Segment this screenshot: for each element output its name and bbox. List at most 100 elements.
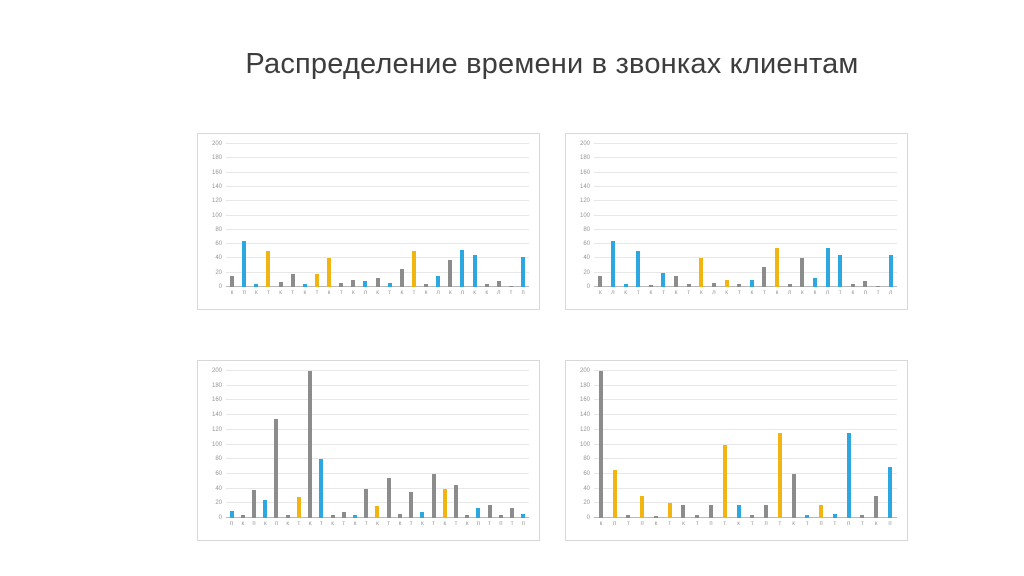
bar-chart-bottom-left: 0 20 40 60 80 100 120 140 160 180 200 п к п к п к т к т к т к т… (197, 360, 540, 541)
bar-slot (745, 371, 759, 518)
gridline (226, 472, 529, 474)
bar (750, 515, 755, 518)
bar (876, 285, 881, 287)
bar (674, 275, 679, 287)
bar-slot (632, 144, 645, 287)
bar-slot (456, 144, 468, 287)
y-tick-label: 60 (215, 241, 222, 248)
x-tick-label: п (521, 290, 525, 296)
gridline (594, 472, 897, 474)
x-tick-label: к (725, 290, 728, 296)
x-tick-label: л (436, 290, 440, 296)
gridline (594, 271, 897, 273)
gridline (594, 414, 897, 416)
x-tick-label: к (449, 290, 452, 296)
bar (363, 281, 368, 287)
bar (800, 258, 805, 287)
bar (850, 284, 855, 287)
bar (874, 495, 879, 518)
bar-slot (316, 371, 327, 518)
bar (364, 488, 369, 518)
gridline (226, 257, 529, 259)
y-tick-label: 60 (583, 470, 590, 477)
x-tick-label: к (331, 521, 334, 527)
x-tick-label: т (388, 290, 392, 296)
gridline (226, 428, 529, 430)
x-tick-label: к (624, 290, 627, 296)
y-tick-label: 140 (579, 183, 590, 190)
bar-slot (783, 144, 796, 287)
bar (661, 272, 666, 287)
x-tick-label: к (851, 290, 855, 296)
y-tick-label: 160 (211, 397, 222, 404)
x-tick-label: т (737, 290, 741, 296)
gridline (226, 243, 529, 245)
y-tick-label: 180 (579, 155, 590, 162)
x-tick-label: т (695, 521, 699, 527)
bar (274, 418, 279, 518)
bar-slot (787, 371, 801, 518)
bar-slot (432, 144, 444, 287)
bar (598, 371, 603, 518)
bar (296, 497, 301, 518)
x-tick-label: п (764, 521, 768, 527)
y-tick-label: 100 (579, 212, 590, 219)
bar-slot (518, 371, 529, 518)
bar-slot (869, 371, 883, 518)
bar-slot (248, 371, 259, 518)
bar-slot (323, 144, 335, 287)
bar-slot (372, 144, 384, 287)
bar-slot (821, 144, 834, 287)
bar (812, 278, 817, 287)
bar (510, 507, 515, 518)
bar (476, 507, 481, 518)
bar (424, 284, 429, 287)
x-tick-label: к (649, 290, 653, 296)
bar (775, 247, 780, 287)
bar (805, 515, 810, 518)
bar-slot (733, 144, 746, 287)
bar (667, 503, 672, 518)
y-tick-label: 140 (211, 183, 222, 190)
bar (819, 504, 824, 518)
y-tick-label: 0 (586, 284, 590, 290)
bar-slot (495, 371, 506, 518)
x-tick-label: п (242, 290, 246, 296)
bar-slot (663, 371, 677, 518)
x-tick-label: к (398, 521, 402, 527)
bar (341, 512, 346, 518)
bar-slot (682, 144, 695, 287)
x-tick-label: т (838, 290, 842, 296)
bar (598, 276, 603, 287)
x-tick-label: к (874, 521, 878, 527)
bar (787, 284, 792, 287)
gridline (594, 171, 897, 173)
x-tick-label: т (627, 521, 630, 527)
bar-slot (282, 371, 293, 518)
bar (431, 473, 436, 518)
bar-slot (450, 371, 461, 518)
bar-slot (645, 144, 658, 287)
bar (832, 513, 837, 518)
bar (254, 284, 259, 287)
gridline (226, 487, 529, 489)
y-tick-label: 200 (211, 368, 222, 374)
chart-plot-area: 0 20 40 60 80 100 120 140 160 180 200 п к п к п к т к т к т к т… (212, 368, 529, 527)
bar (636, 251, 641, 287)
x-tick-label: т (833, 521, 837, 527)
x-tick-label: т (364, 521, 368, 527)
y-tick-label: 0 (218, 515, 222, 521)
bar-slot (814, 371, 828, 518)
bar-slot (649, 371, 663, 518)
x-tick-label: к (327, 290, 331, 296)
bar-slot (444, 144, 456, 287)
bars-group (226, 371, 529, 518)
y-tick-label: 120 (211, 426, 222, 433)
y-tick-label: 40 (215, 485, 222, 492)
bar-slot (809, 144, 822, 287)
bar (496, 281, 501, 287)
x-tick-label: п (888, 521, 892, 527)
bar-slot (484, 371, 495, 518)
x-tick-label: т (315, 290, 319, 296)
